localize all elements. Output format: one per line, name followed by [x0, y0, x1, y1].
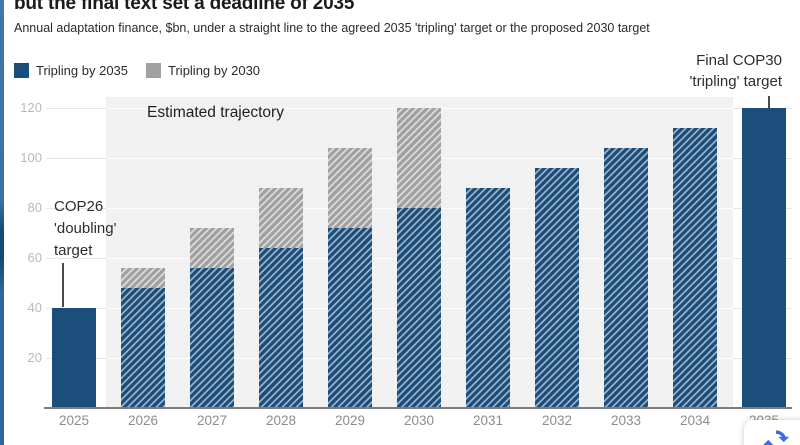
bar-2030-tripling-2030-segment — [397, 108, 441, 208]
legend-label: Tripling by 2035 — [36, 63, 129, 78]
x-axis-label-2029: 2029 — [334, 413, 366, 428]
x-axis-line — [44, 407, 792, 409]
bar-2026-tripling-2035 — [121, 288, 165, 408]
x-axis-label-2031: 2031 — [472, 413, 504, 428]
bar-2028-tripling-2035 — [259, 248, 303, 408]
chart-subtitle: Annual adaptation finance, $bn, under a … — [14, 21, 650, 35]
legend-item-tripling-2030: Tripling by 2030 — [146, 63, 260, 78]
legend-swatch-gray — [146, 63, 162, 78]
bar-2026-tripling-2030-segment — [121, 268, 165, 288]
legend-item-tripling-2035: Tripling by 2035 — [14, 63, 128, 78]
annotation-line-cop26 — [62, 263, 64, 307]
bar-2035-tripling-2035 — [742, 108, 786, 408]
gridline-120 — [46, 108, 106, 109]
gridline-100 — [46, 158, 106, 159]
annotation-estimated-trajectory: Estimated trajectory — [147, 104, 284, 121]
y-axis-tick-label: 60 — [27, 250, 42, 265]
bar-2032-tripling-2035 — [535, 168, 579, 408]
y-axis-tick-label: 80 — [27, 200, 42, 215]
x-axis-label-2028: 2028 — [265, 413, 297, 428]
y-axis-tick-label: 120 — [20, 100, 42, 115]
bar-2025-tripling-2035 — [52, 308, 96, 408]
x-axis-label-2032: 2032 — [541, 413, 573, 428]
y-axis-tick-label: 40 — [27, 300, 42, 315]
bar-2027-tripling-2035 — [190, 268, 234, 408]
browser-overlay-button[interactable] — [744, 420, 800, 445]
legend: Tripling by 2035 Tripling by 2030 — [14, 63, 260, 78]
sync-arrows-icon — [763, 430, 790, 445]
annotation-line-final-cop30 — [768, 96, 770, 108]
bar-2028-tripling-2030-segment — [259, 188, 303, 248]
bar-2027-tripling-2030-segment — [190, 228, 234, 268]
x-axis-label-2030: 2030 — [403, 413, 435, 428]
bar-2029-tripling-2030-segment — [328, 148, 372, 228]
annotation-cop26-doubling-target: COP26 'doubling' target — [54, 198, 117, 259]
y-axis-tick-label: 20 — [27, 350, 42, 365]
bar-2034-tripling-2035 — [673, 128, 717, 408]
gridline-60 — [46, 258, 106, 259]
bar-2031-tripling-2035 — [466, 188, 510, 408]
x-axis-label-2026: 2026 — [127, 413, 159, 428]
left-edge-strip — [0, 0, 4, 445]
x-axis-label-2033: 2033 — [610, 413, 642, 428]
x-axis-label-2034: 2034 — [679, 413, 711, 428]
bar-2029-tripling-2035 — [328, 228, 372, 408]
legend-label: Tripling by 2030 — [168, 63, 261, 78]
chart-title: but the final text set a deadline of 203… — [14, 0, 355, 14]
gridline-80 — [46, 208, 106, 209]
bar-2030-tripling-2035 — [397, 208, 441, 408]
legend-swatch-blue — [14, 63, 29, 78]
y-axis-tick-label: 100 — [20, 150, 42, 165]
x-axis-label-2027: 2027 — [196, 413, 228, 428]
x-axis-label-2025: 2025 — [58, 413, 90, 428]
annotation-final-cop30-target: Final COP30 'tripling' target — [689, 52, 782, 90]
bar-2033-tripling-2035 — [604, 148, 648, 408]
